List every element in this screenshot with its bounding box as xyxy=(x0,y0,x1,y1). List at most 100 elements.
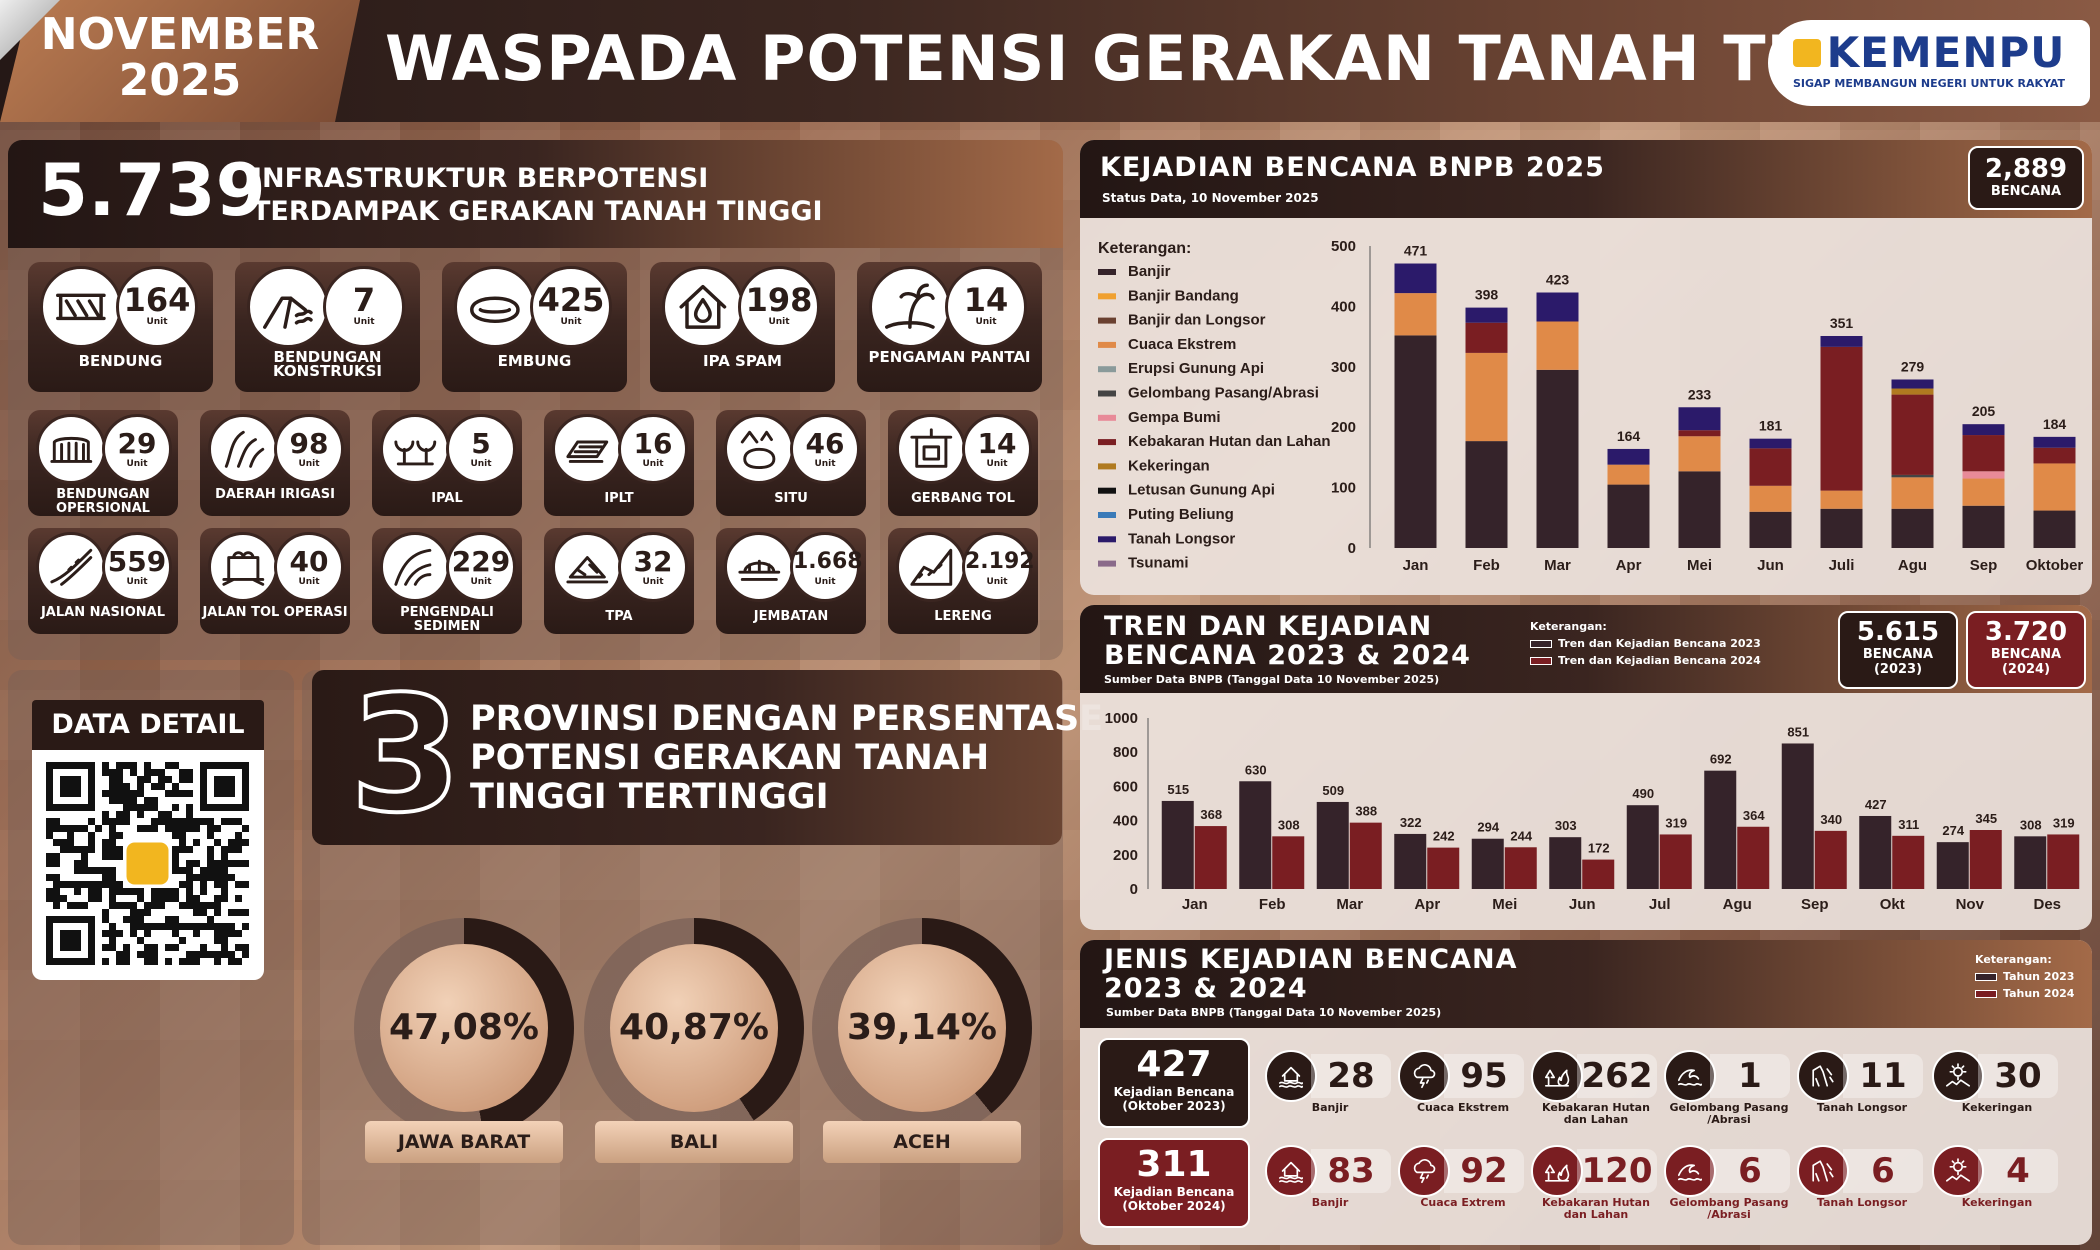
bar-segment xyxy=(1891,379,1934,389)
unit-label: Unit xyxy=(986,577,1008,587)
y-tick-label: 300 xyxy=(1331,359,1356,376)
jenis-value: 262 xyxy=(1577,1054,1657,1098)
unit-circle: 16 Unit xyxy=(618,414,688,484)
jenis-item: 92 Cuaca Extrem xyxy=(1398,1145,1528,1209)
legend-label: Tanah Longsor xyxy=(1128,530,1235,547)
infra-card: 14 Unit GERBANG TOL xyxy=(888,410,1038,516)
y-tick-label: 0 xyxy=(1130,881,1138,898)
jenis-label: Gelombang Pasang /Abrasi xyxy=(1669,1196,1789,1221)
provinces-title-line1: PROVINSI DENGAN PERSENTASE xyxy=(470,699,1104,739)
date-badge: NOVEMBER 2025 xyxy=(0,0,360,122)
y-tick-label: 200 xyxy=(1113,847,1138,864)
total-label: 181 xyxy=(1759,418,1783,434)
jenis-value: 83 xyxy=(1311,1149,1391,1193)
jenis-swatch-2024 xyxy=(1975,990,1997,998)
provinces-title: PROVINSI DENGAN PERSENTASE POTENSI GERAKA… xyxy=(470,700,1103,817)
bar xyxy=(1892,835,1925,889)
legend-label: Banjir dan Longsor xyxy=(1128,312,1266,329)
legend-swatch xyxy=(1098,487,1116,494)
total-label: 279 xyxy=(1901,358,1925,374)
qr-code[interactable] xyxy=(32,750,264,980)
legend-swatch-2023 xyxy=(1530,640,1552,648)
unit-circle: 40 Unit xyxy=(274,532,344,602)
x-tick-label: Apr xyxy=(1414,896,1440,913)
x-tick-label: Mei xyxy=(1687,557,1712,574)
infra-value: 40 xyxy=(289,545,329,578)
trend-title-line1: TREN DAN KEJADIAN xyxy=(1104,611,1433,642)
bar xyxy=(1427,847,1460,889)
y-tick-label: 1000 xyxy=(1105,710,1138,727)
x-tick-label: Jan xyxy=(1403,557,1429,574)
jenis-value: 11 xyxy=(1843,1054,1923,1098)
trend-title-line2: BENCANA 2023 & 2024 xyxy=(1104,640,1471,671)
infra-card: 46 Unit SITU xyxy=(716,410,866,516)
infra-value: 14 xyxy=(977,427,1017,460)
bnpb-total-box: 2,889 BENCANA xyxy=(1968,146,2084,210)
bar xyxy=(1814,830,1847,889)
legend-swatch xyxy=(1098,463,1116,470)
province-name: BALI xyxy=(595,1121,793,1163)
data-label: 319 xyxy=(1665,815,1687,830)
bar xyxy=(1737,826,1770,889)
infra-card: 198 Unit IPA SPAM xyxy=(650,262,835,392)
road-icon xyxy=(36,532,106,602)
infra-card: 229 Unit PENGENDALI SEDIMEN xyxy=(372,528,522,634)
bar xyxy=(1504,847,1537,889)
province-percent: 47,08% xyxy=(380,944,548,1112)
provinces-title-line3: TINGGI TERTINGGI xyxy=(470,777,829,817)
unit-circle: 14 Unit xyxy=(962,414,1032,484)
total-2023-box: 5.615 BENCANA (2023) xyxy=(1838,611,1958,689)
infra-card: 16 Unit IPLT xyxy=(544,410,694,516)
infra-value: 559 xyxy=(107,545,167,578)
unit-circle: 46 Unit xyxy=(790,414,860,484)
infra-value: 1.668 xyxy=(793,549,863,574)
kemenpu-logo: KEMENPU SIGAP MEMBANGUN NEGERI UNTUK RAK… xyxy=(1768,20,2090,106)
infra-label: JALAN NASIONAL xyxy=(40,605,166,620)
jenis-label: Tanah Longsor xyxy=(1816,1101,1908,1114)
slope-icon xyxy=(896,532,966,602)
infra-label: IPAL xyxy=(431,491,463,506)
jenis-swatch-2023 xyxy=(1975,973,1997,981)
data-label: 364 xyxy=(1743,808,1765,823)
unit-label: Unit xyxy=(126,577,148,587)
x-tick-label: Mar xyxy=(1544,557,1571,574)
x-tick-label: Jul xyxy=(1649,896,1671,913)
bar xyxy=(1194,826,1227,889)
forest-fire-icon xyxy=(1531,1145,1583,1197)
jenis-title-line1: JENIS KEJADIAN BENCANA xyxy=(1104,944,1518,975)
unit-circle: 198 Unit xyxy=(738,266,820,348)
unit-circle: 2.192 Unit xyxy=(962,532,1035,602)
infra-label: EMBUNG xyxy=(497,352,572,370)
jenis-box-2023: 427 Kejadian Bencana (Oktober 2023) xyxy=(1098,1038,1250,1128)
infra-card: 2.192 Unit LERENG xyxy=(888,528,1038,634)
total-label: 351 xyxy=(1830,315,1854,331)
y-tick-label: 500 xyxy=(1331,238,1356,255)
legend-swatch xyxy=(1098,560,1116,567)
jenis-label: Kekeringan xyxy=(1961,1101,2033,1114)
total-label: 205 xyxy=(1972,403,1996,419)
infra-label: TPA xyxy=(605,609,633,624)
data-label: 427 xyxy=(1865,797,1887,812)
jenis-label: Cuaca Ekstrem xyxy=(1416,1101,1510,1114)
legend-label: Kekeringan xyxy=(1128,457,1210,474)
data-label: 368 xyxy=(1200,807,1222,822)
bar xyxy=(1239,781,1272,889)
x-tick-label: Mar xyxy=(1336,896,1363,913)
bar-segment xyxy=(1891,474,1934,478)
jenis-item: 120 Kebakaran Hutan dan Lahan xyxy=(1531,1145,1661,1221)
bar xyxy=(1471,838,1504,889)
total-label: 164 xyxy=(1617,428,1641,444)
beach-palm-icon xyxy=(869,266,951,348)
data-label: 630 xyxy=(1245,762,1267,777)
page-title: WASPADA POTENSI GERAKAN TANAH TINGGI xyxy=(385,22,1972,95)
legend-label: Letusan Gunung Api xyxy=(1128,482,1275,499)
data-label: 308 xyxy=(1278,817,1300,832)
bar xyxy=(1659,834,1692,889)
x-tick-label: Nov xyxy=(1956,896,1985,913)
bar xyxy=(1394,833,1427,889)
total-2023-label: BENCANA xyxy=(1862,647,1934,662)
unit-circle: 29 Unit xyxy=(102,414,172,484)
jenis-total-2023-label: Kejadian Bencana xyxy=(1113,1085,1235,1099)
unit-circle: 1.668 Unit xyxy=(790,532,863,602)
logo-name: KEMENPU xyxy=(1826,28,2066,77)
